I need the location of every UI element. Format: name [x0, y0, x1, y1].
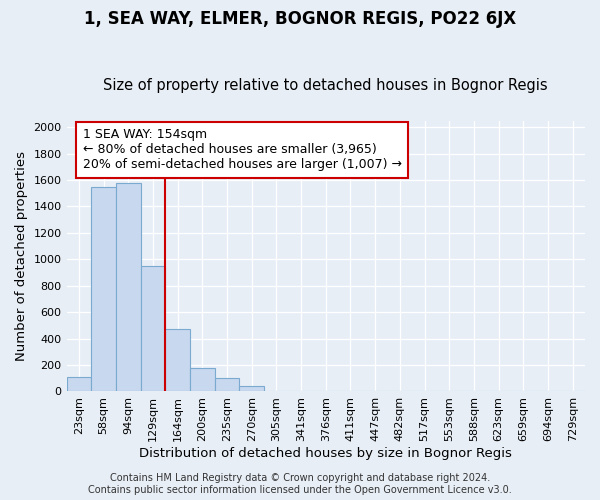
Bar: [140, 266, 165, 392]
Bar: [91, 188, 116, 392]
Y-axis label: Number of detached properties: Number of detached properties: [15, 151, 28, 361]
Text: Contains HM Land Registry data © Crown copyright and database right 2024.
Contai: Contains HM Land Registry data © Crown c…: [88, 474, 512, 495]
Bar: [116, 184, 140, 392]
Text: 1 SEA WAY: 154sqm
← 80% of detached houses are smaller (3,965)
20% of semi-detac: 1 SEA WAY: 154sqm ← 80% of detached hous…: [83, 128, 401, 172]
Text: 1, SEA WAY, ELMER, BOGNOR REGIS, PO22 6JX: 1, SEA WAY, ELMER, BOGNOR REGIS, PO22 6J…: [84, 10, 516, 28]
Bar: [165, 328, 190, 392]
Bar: [190, 368, 215, 392]
Bar: [215, 378, 239, 392]
Title: Size of property relative to detached houses in Bognor Regis: Size of property relative to detached ho…: [103, 78, 548, 93]
Bar: [239, 386, 264, 392]
X-axis label: Distribution of detached houses by size in Bognor Regis: Distribution of detached houses by size …: [139, 447, 512, 460]
Bar: [67, 377, 91, 392]
